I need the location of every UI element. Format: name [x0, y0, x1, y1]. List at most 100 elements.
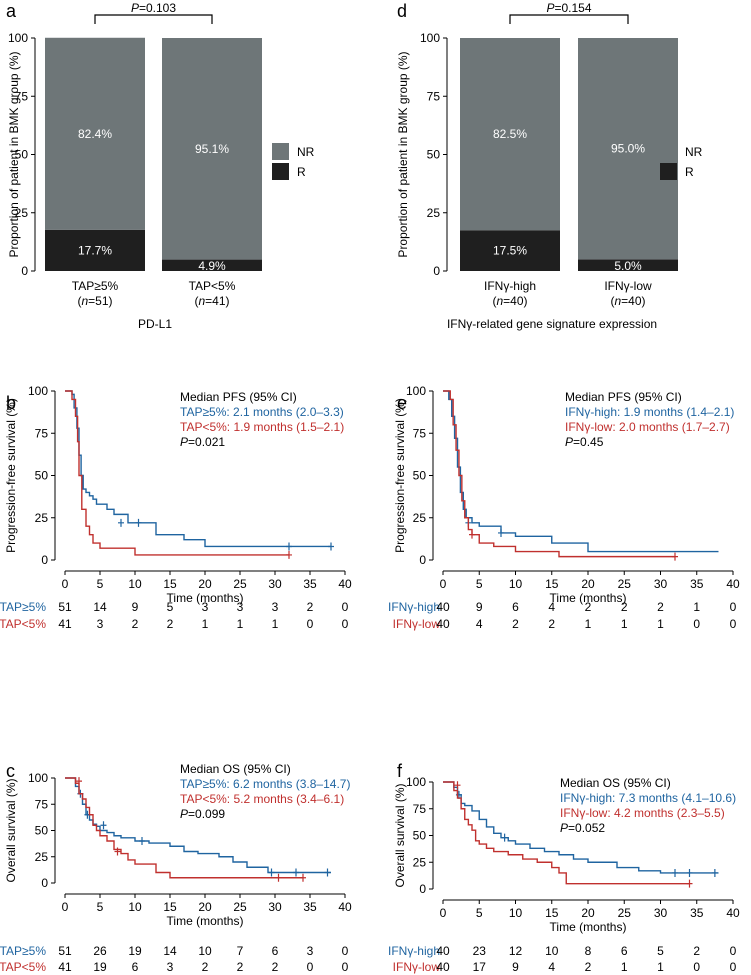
median-title: Median OS (95% CI) [180, 762, 291, 776]
panel-letter: c [6, 761, 15, 781]
bar-nr [162, 38, 262, 260]
risk-count: 2 [548, 617, 555, 631]
risk-count: 10 [545, 944, 559, 958]
km-curve-1 [443, 781, 690, 885]
x-tick-label: 15 [545, 577, 559, 591]
censor-mark [118, 518, 124, 527]
censor-mark [498, 528, 504, 537]
p-value-number: =0.099 [188, 807, 225, 821]
x-tick-label: 25 [233, 577, 247, 591]
panel-letter: b [6, 393, 16, 413]
risk-count: 40 [436, 600, 450, 614]
risk-count: 19 [93, 960, 107, 974]
x-category-label: IFNγ-low [604, 279, 652, 293]
legend-label: R [297, 165, 306, 179]
legend-swatch-r [272, 163, 289, 180]
x-tick-label: 30 [268, 900, 282, 914]
y-tick-label: 0 [41, 876, 48, 890]
risk-count: 2 [272, 960, 279, 974]
risk-count: 0 [693, 617, 700, 631]
y-tick-label: 100 [406, 775, 426, 789]
x-tick-label: 40 [726, 906, 740, 920]
risk-count: 10 [198, 944, 212, 958]
bar-value-label: 17.7% [78, 243, 112, 257]
risk-count: 2 [237, 960, 244, 974]
risk-count: 14 [163, 944, 177, 958]
y-axis-label: Overall survival (%) [393, 783, 407, 887]
km-curve-1 [443, 390, 675, 558]
y-tick-label: 50 [413, 829, 427, 843]
x-tick-label: 10 [509, 906, 523, 920]
y-tick-label: 25 [35, 850, 49, 864]
x-axis-label: Time (months) [167, 591, 244, 605]
y-tick-label: 0 [433, 264, 440, 278]
risk-count: 17 [473, 960, 487, 974]
p-value-number: =0.021 [188, 435, 225, 449]
risk-count: 51 [58, 600, 72, 614]
risk-count: 2 [307, 600, 314, 614]
risk-count: 2 [657, 600, 664, 614]
x-tick-label: 35 [690, 906, 704, 920]
significance-bracket [94, 14, 213, 24]
x-axis-label: IFNγ-related gene signature expression [447, 317, 657, 331]
y-tick-label: 50 [35, 824, 49, 838]
censor-mark [686, 879, 693, 888]
x-tick-label: 35 [303, 900, 317, 914]
x-tick-label: 35 [303, 577, 317, 591]
x-category-n: (n=40) [492, 294, 527, 308]
x-category-label: TAP<5% [189, 279, 236, 293]
y-tick-label: 75 [413, 426, 427, 440]
risk-count: 8 [585, 944, 592, 958]
risk-count: 40 [436, 617, 450, 631]
censor-mark [139, 837, 145, 845]
x-category-n: (n=51) [77, 294, 112, 308]
censor-mark [268, 868, 275, 877]
risk-row-label: TAP≥5% [0, 600, 46, 614]
p-value-letter: P [560, 821, 568, 835]
risk-count: 2 [512, 617, 519, 631]
bar-value-label: 4.9% [198, 259, 226, 273]
risk-count: 9 [132, 600, 139, 614]
bar-value-label: 17.5% [493, 244, 527, 258]
risk-count: 3 [167, 960, 174, 974]
censor-mark [114, 847, 121, 856]
risk-row-label: TAP≥5% [0, 944, 46, 958]
risk-count: 6 [621, 944, 628, 958]
x-tick-label: 20 [581, 577, 595, 591]
risk-count: 0 [693, 960, 700, 974]
risk-count: 2 [621, 600, 628, 614]
bar-r [45, 229, 145, 271]
km-curve-1 [65, 390, 289, 556]
x-tick-label: 10 [128, 900, 142, 914]
y-tick-label: 25 [413, 855, 427, 869]
bar-r [578, 259, 678, 271]
risk-count: 0 [342, 960, 349, 974]
x-tick-label: 0 [62, 900, 69, 914]
risk-count: 0 [342, 600, 349, 614]
median-title: Median PFS (95% CI) [180, 390, 297, 404]
risk-count: 2 [585, 960, 592, 974]
panel-letter: e [397, 393, 407, 413]
p-value: P=0.45 [565, 435, 604, 449]
x-axis-label: PD-L1 [138, 317, 172, 331]
y-tick-label: 50 [413, 469, 427, 483]
risk-count: 4 [548, 960, 555, 974]
panel-letter: a [6, 1, 17, 21]
bar-value-label: 95.1% [195, 142, 229, 156]
risk-count: 3 [307, 944, 314, 958]
risk-count: 5 [167, 600, 174, 614]
x-tick-label: 40 [338, 900, 352, 914]
x-tick-label: 20 [198, 900, 212, 914]
y-tick-label: 75 [427, 89, 441, 103]
x-tick-label: 35 [690, 577, 704, 591]
x-tick-label: 20 [581, 906, 595, 920]
risk-count: 19 [128, 944, 142, 958]
p-value-letter: P [565, 435, 573, 449]
censor-mark [100, 821, 107, 830]
risk-count: 0 [307, 960, 314, 974]
risk-count: 4 [548, 600, 555, 614]
y-axis-label: Overall survival (%) [4, 778, 18, 882]
